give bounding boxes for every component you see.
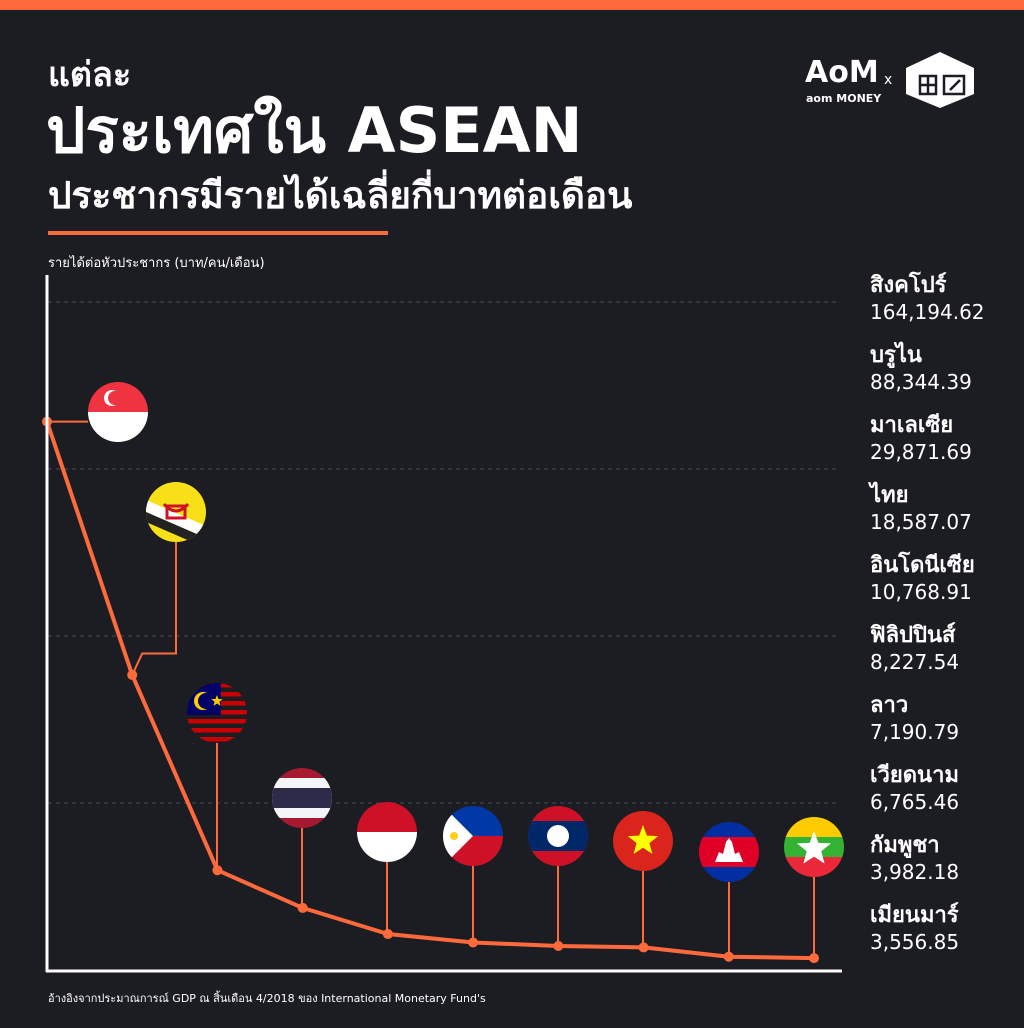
- y-axis-label: รายได้ต่อหัวประชากร (บาท/คน/เดือน): [48, 255, 265, 271]
- country-name: ฟิลิปปินส์: [870, 622, 956, 648]
- flag: [528, 806, 588, 866]
- logo-brand: aom MONEY: [806, 92, 882, 105]
- flag-part: [272, 788, 332, 808]
- flag-connector: [131, 542, 177, 676]
- flag: [699, 822, 759, 882]
- country-name: ลาว: [870, 693, 908, 718]
- logo-mark: AoM: [805, 55, 879, 90]
- value-label: 29,871.69: [870, 440, 972, 464]
- flag: [443, 806, 503, 866]
- country-name: กัมพูชา: [870, 833, 940, 859]
- flag-part: [187, 728, 247, 733]
- flag-part: [627, 825, 659, 854]
- partner-logo: [906, 52, 974, 108]
- value-label: 3,982.18: [870, 860, 959, 884]
- country-name: มาเลเซีย: [870, 413, 953, 438]
- data-point: [638, 942, 649, 953]
- flag-part: [187, 719, 247, 724]
- data-point: [382, 929, 393, 940]
- flag-part: [547, 825, 569, 847]
- flag: [88, 382, 148, 442]
- title-underline: [48, 231, 388, 235]
- value-label: 7,190.79: [870, 720, 959, 744]
- data-point: [127, 669, 138, 680]
- logo-joiner: x: [884, 72, 892, 88]
- flag: [187, 683, 247, 742]
- value-label: 3,556.85: [870, 930, 959, 954]
- title-line: แต่ละ: [48, 55, 131, 95]
- flag-part: [162, 502, 190, 520]
- flag: [613, 811, 673, 871]
- flag-part: [187, 737, 247, 742]
- country-name: บรูไน: [870, 341, 922, 369]
- income-line: [45, 420, 815, 961]
- country-name: อินโดนีเซีย: [870, 551, 975, 578]
- country-name: เวียดนาม: [870, 763, 959, 788]
- footnote: อ้างอิงจากประมาณการณ์ GDP ณ สิ้นเดือน 4/…: [48, 990, 486, 1005]
- top-bar: [0, 0, 1024, 10]
- flag-part: [715, 838, 743, 862]
- flag-part: [796, 831, 832, 864]
- title-line: ประเทศใน ASEAN: [46, 94, 582, 167]
- title-line: ประชากรมีรายได้เฉลี่ยกี่บาทต่อเดือน: [48, 169, 632, 217]
- flag: [357, 802, 417, 862]
- data-point: [468, 937, 479, 948]
- data-point: [553, 940, 564, 951]
- flag-part: [108, 391, 122, 405]
- data-point: [297, 902, 308, 913]
- data-point: [809, 953, 819, 964]
- data-point: [212, 865, 223, 876]
- country-name: ไทย: [868, 481, 908, 508]
- value-label: 8,227.54: [870, 650, 959, 674]
- data-point: [723, 951, 734, 962]
- value-label: 164,194.62: [870, 300, 985, 324]
- value-label: 18,587.07: [870, 510, 972, 534]
- flag: [784, 817, 844, 877]
- flag-part: [211, 695, 223, 706]
- flag: [272, 768, 332, 828]
- country-name: สิงคโปร์: [870, 271, 947, 298]
- flag-part: [198, 693, 214, 709]
- value-label: 6,765.46: [870, 790, 959, 814]
- value-label: 10,768.91: [870, 580, 972, 604]
- value-label: 88,344.39: [870, 370, 972, 394]
- flag-part: [784, 857, 844, 877]
- country-name: เมียนมาร์: [870, 902, 959, 928]
- flag-part: [784, 817, 844, 837]
- flag-part: [450, 832, 458, 840]
